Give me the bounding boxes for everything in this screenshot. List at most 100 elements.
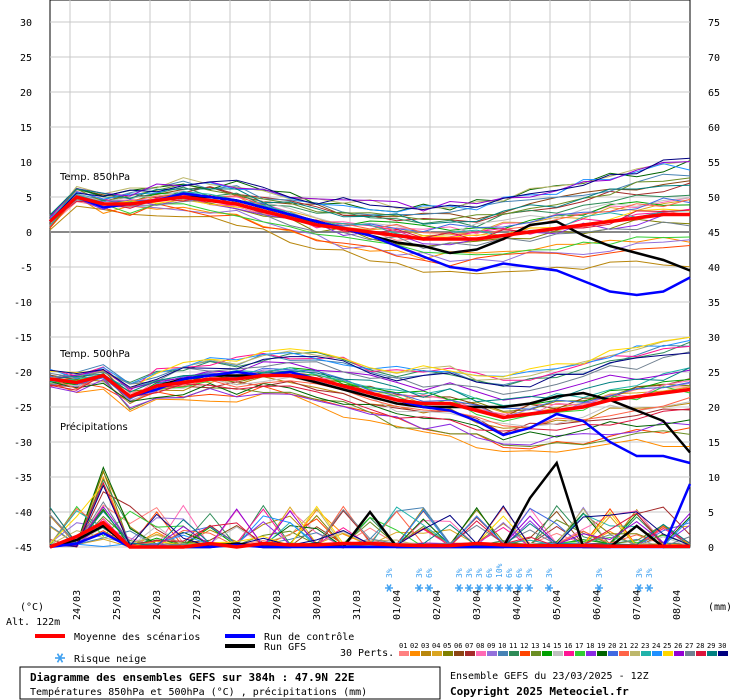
pert-legend-swatch bbox=[663, 651, 673, 656]
snowflake-stroke bbox=[506, 584, 512, 592]
pert-legend-swatch bbox=[696, 651, 706, 656]
left-tick-label: -45 bbox=[14, 543, 32, 554]
pert-legend-swatch bbox=[399, 651, 409, 656]
run-info: Ensemble GEFS du 23/03/2025 - 12Z bbox=[450, 671, 649, 682]
snowflake-stroke bbox=[646, 584, 652, 592]
pert-legend-id: 19 bbox=[597, 642, 605, 650]
snow-risk-percent: 3% bbox=[635, 568, 644, 578]
date-tick-label: 31/03 bbox=[352, 590, 363, 620]
left-tick-label: -5 bbox=[20, 263, 32, 274]
main-series-lines bbox=[48, 192, 692, 549]
right-tick-label: 5 bbox=[708, 508, 714, 519]
snowflake-icon bbox=[525, 584, 533, 592]
legend-mean-label: Moyenne des scénarios bbox=[74, 631, 200, 643]
pert-21-t850 bbox=[49, 195, 691, 237]
pert-legend-id: 14 bbox=[542, 642, 550, 650]
snowflake-icon bbox=[515, 584, 523, 592]
pert-legend-id: 23 bbox=[641, 642, 649, 650]
left-tick-label: 30 bbox=[20, 18, 32, 29]
date-tick-label: 29/03 bbox=[272, 590, 283, 620]
snow-risk-percent: 3% bbox=[385, 568, 394, 578]
snowflake-icon bbox=[415, 584, 423, 592]
chart-subtitle: Températures 850hPa et 500hPa (°C) , pré… bbox=[30, 686, 367, 698]
left-tick-label: -35 bbox=[14, 473, 32, 484]
snow-risk-percent: 3% bbox=[475, 568, 484, 578]
snowflake-icon bbox=[465, 584, 473, 592]
pert-legend-id: 28 bbox=[696, 642, 704, 650]
pert-legend-swatch bbox=[498, 651, 508, 656]
pert-legend-swatch bbox=[520, 651, 530, 656]
pert-legend-swatch bbox=[432, 651, 442, 656]
pert-22-t850 bbox=[49, 160, 691, 221]
left-tick-label: -10 bbox=[14, 298, 32, 309]
snowflake-icon bbox=[475, 584, 483, 592]
pert-legend-swatch bbox=[553, 651, 563, 656]
pert-07-t850 bbox=[49, 182, 691, 223]
snow-risk-percent: 6% bbox=[515, 568, 524, 578]
right-tick-label: 0 bbox=[708, 543, 714, 554]
snow-risk-percent: 10% bbox=[495, 563, 504, 578]
pert-29-t850 bbox=[49, 184, 691, 225]
pert-legend-swatch bbox=[630, 651, 640, 656]
pert-legend-id: 09 bbox=[487, 642, 495, 650]
pert-26-t850 bbox=[49, 161, 691, 218]
pert-legend-id: 27 bbox=[685, 642, 693, 650]
pert-legend-id: 20 bbox=[608, 642, 616, 650]
snowflake-stroke bbox=[456, 584, 462, 592]
snowflake-stroke bbox=[476, 584, 482, 592]
plot-frame bbox=[49, 0, 691, 548]
pert-17-precip bbox=[49, 505, 691, 548]
right-axis-unit: (mm) bbox=[708, 602, 732, 613]
pert-legend-id: 18 bbox=[586, 642, 594, 650]
pert-legend-id: 15 bbox=[553, 642, 561, 650]
snowflake-stroke bbox=[486, 584, 492, 592]
pert-14-t850 bbox=[49, 192, 691, 231]
pert-legend-swatch bbox=[476, 651, 486, 656]
date-tick-label: 04/04 bbox=[512, 590, 523, 620]
chart-title: Diagramme des ensembles GEFS sur 384h : … bbox=[30, 671, 355, 684]
snowflake-icon bbox=[495, 584, 503, 592]
snowflake-icon bbox=[645, 584, 653, 592]
date-tick-label: 30/03 bbox=[312, 590, 323, 620]
date-tick-label: 08/04 bbox=[672, 590, 683, 620]
right-tick-label: 45 bbox=[708, 228, 720, 239]
perturbation-legend: 01 02 03 04 05 06 07 08 09 10 11 12 13 14 15 16 17 18 19 20… bbox=[399, 642, 728, 656]
snowflake-icon bbox=[485, 584, 493, 592]
left-tick-label: 20 bbox=[20, 88, 32, 99]
right-tick-label: 35 bbox=[708, 298, 720, 309]
pert-legend-id: 21 bbox=[619, 642, 627, 650]
pert-legend-id: 12 bbox=[520, 642, 528, 650]
pert-legend-swatch bbox=[586, 651, 596, 656]
date-tick-label: 03/04 bbox=[472, 590, 483, 620]
pert-legend-id: 03 bbox=[421, 642, 429, 650]
pert-legend-id: 10 bbox=[498, 642, 506, 650]
pert-28-t500 bbox=[49, 374, 691, 432]
copyright: Copyright 2025 Meteociel.fr bbox=[450, 685, 629, 698]
right-tick-label: 15 bbox=[708, 438, 720, 449]
pert-legend-swatch bbox=[652, 651, 662, 656]
legend-perts-label: 30 Perts. bbox=[340, 648, 394, 659]
pert-16-t850 bbox=[49, 190, 691, 241]
pert-legend-id: 13 bbox=[531, 642, 539, 650]
pert-legend-swatch bbox=[542, 651, 552, 656]
snow-risk-percent: 3% bbox=[595, 568, 604, 578]
left-tick-label: -15 bbox=[14, 333, 32, 344]
pert-legend-swatch bbox=[487, 651, 497, 656]
left-tick-label: -25 bbox=[14, 403, 32, 414]
date-tick-label: 05/04 bbox=[552, 590, 563, 620]
snow-risk-markers: 3% 3% 6% 3% 3% 3% 6% 10% 6% 6% 3% 3% 3% 3% 3% bbox=[385, 563, 654, 592]
pert-30-t850 bbox=[49, 157, 691, 221]
pert-18-t500 bbox=[49, 378, 691, 446]
mean-t500-line bbox=[49, 373, 691, 420]
pert-legend-id: 04 bbox=[432, 642, 440, 650]
snowflake-icon bbox=[455, 584, 463, 592]
snowflake-icon bbox=[505, 584, 513, 592]
snow-risk-percent: 3% bbox=[525, 568, 534, 578]
chart-grid bbox=[49, 0, 691, 548]
pert-20-t500 bbox=[49, 367, 691, 410]
snowflake-icon bbox=[385, 584, 393, 592]
snow-risk-percent: 6% bbox=[505, 568, 514, 578]
pert-02-t850 bbox=[49, 196, 691, 260]
left-tick-label: 5 bbox=[26, 193, 32, 204]
